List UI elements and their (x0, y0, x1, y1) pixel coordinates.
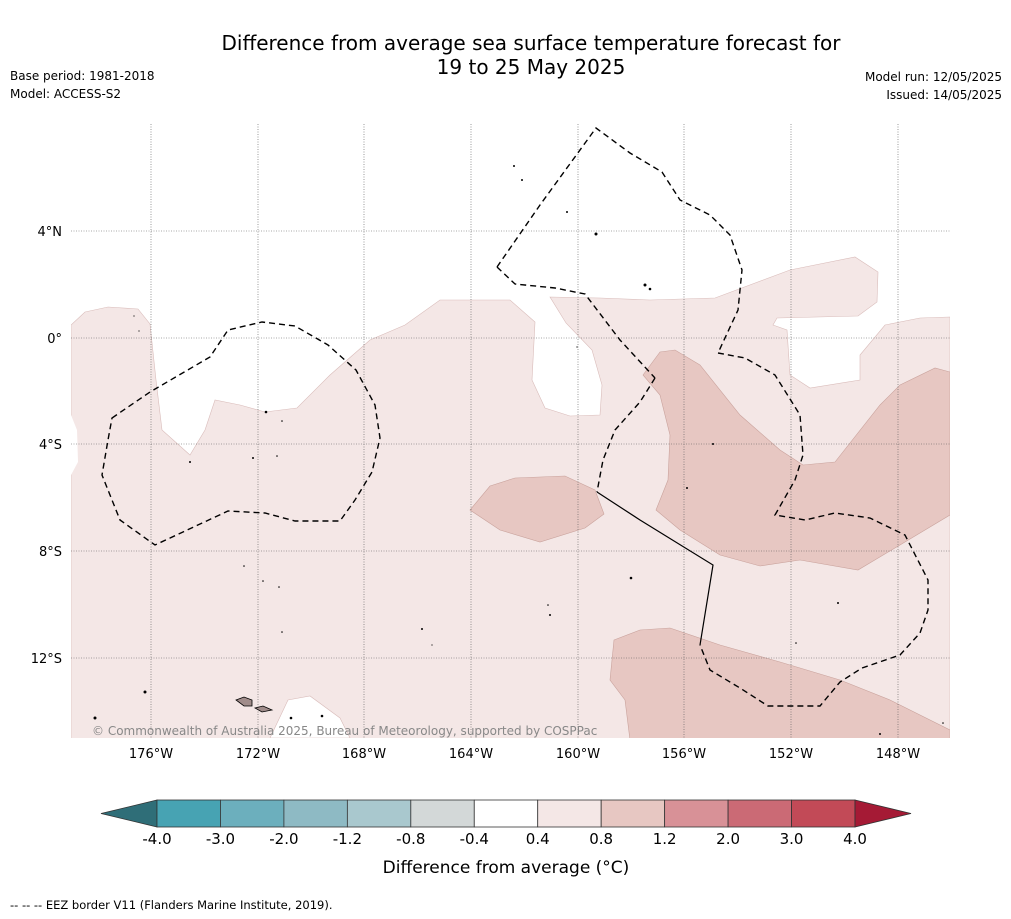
lat-label: 12°S (31, 652, 62, 667)
colorbar-segment (220, 799, 285, 828)
anomaly-region-dark-east (642, 349, 950, 571)
colorbar-tick-label: 2.0 (716, 830, 740, 848)
colorbar-segment (791, 799, 856, 828)
lon-label: 156°W (662, 747, 706, 762)
colorbar-segment (346, 799, 412, 828)
colorbar-tick-label: 1.2 (653, 830, 677, 848)
small-islets (93, 165, 944, 735)
colorbar-segment (283, 799, 348, 828)
eez-border-solid (596, 491, 714, 646)
colorbar-tick-label: -0.8 (396, 830, 425, 848)
colorbar-tick-label: 0.4 (526, 830, 550, 848)
model-name: Model: ACCESS-S2 (10, 87, 122, 101)
lon-label: 172°W (236, 747, 280, 762)
issued-date: Issued: 14/05/2025 (886, 88, 1002, 102)
meta-right: Model run: 12/05/2025 Issued: 14/05/2025 (865, 68, 1002, 104)
colorbar-segment (410, 799, 475, 828)
colorbar-segment (664, 799, 729, 828)
colorbar-segment (537, 799, 602, 828)
anomaly-region-dark-south (609, 627, 950, 738)
colorbar-segment (600, 799, 666, 828)
colorbar-segment (727, 799, 792, 828)
eez-border-central (596, 377, 656, 493)
eez-borders (101, 127, 929, 707)
gridlines (71, 124, 950, 738)
eez-border-north (496, 127, 743, 354)
footer-note: -- -- -- EEZ border V11 (Flanders Marine… (10, 898, 333, 912)
colorbar-label: Difference from average (°C) (383, 858, 630, 878)
colorbar-tick-label: -0.4 (460, 830, 489, 848)
colorbar-tick-label: -4.0 (142, 830, 171, 848)
colorbar-extend-low (100, 799, 158, 828)
copyright-text: © Commonwealth of Australia 2025, Bureau… (92, 724, 597, 738)
lat-label: 8°S (39, 545, 62, 560)
colorbar-segment (156, 799, 221, 828)
meta-left: Base period: 1981-2018 Model: ACCESS-S2 (10, 67, 155, 103)
lon-label: 164°W (449, 747, 493, 762)
anomaly-region-edge-left (71, 415, 78, 475)
colorbar-tick-label: 4.0 (843, 830, 867, 848)
colorbar-extend-high (854, 799, 912, 828)
eez-border-west (101, 321, 381, 546)
title-line-1: Difference from average sea surface temp… (221, 31, 841, 55)
island-samoa-east (253, 705, 274, 713)
chart-title: Difference from average sea surface temp… (0, 31, 1011, 79)
islands (235, 696, 274, 713)
eez-border-north-link (496, 266, 656, 379)
title-line-2: 19 to 25 May 2025 (436, 55, 626, 79)
lon-label: 152°W (769, 747, 813, 762)
colorbar-segment (473, 799, 539, 828)
lat-label: 4°S (39, 438, 62, 453)
no-anomaly-patch (269, 695, 351, 738)
lon-label: 148°W (876, 747, 920, 762)
colorbar-tick-label: -3.0 (206, 830, 235, 848)
anomaly-region-dark-central (469, 475, 605, 543)
base-period: Base period: 1981-2018 (10, 69, 155, 83)
lon-label: 168°W (342, 747, 386, 762)
model-run: Model run: 12/05/2025 (864, 70, 1002, 84)
lat-label: 0° (47, 332, 62, 347)
colorbar-tick-label: 3.0 (780, 830, 804, 848)
latitude-labels: 4°N 0° 4°S 8°S 12°S (31, 225, 62, 667)
lon-label: 176°W (129, 747, 173, 762)
lat-label: 4°N (38, 225, 63, 240)
lon-label: 160°W (556, 747, 600, 762)
colorbar-tick-label: 0.8 (589, 830, 613, 848)
colorbar-tick-label: -1.2 (333, 830, 362, 848)
longitude-labels: 176°W 172°W 168°W 164°W 160°W 156°W 152°… (129, 747, 920, 762)
colorbar: -4.0 -3.0 -2.0 -1.2 -0.8 -0.4 0.4 0.8 1.2 2.0 3.0 4… (100, 799, 912, 848)
island-samoa-west (235, 696, 253, 707)
map-area: © Commonwealth of Australia 2025, Bureau… (71, 124, 950, 738)
colorbar-tick-label: -2.0 (269, 830, 298, 848)
